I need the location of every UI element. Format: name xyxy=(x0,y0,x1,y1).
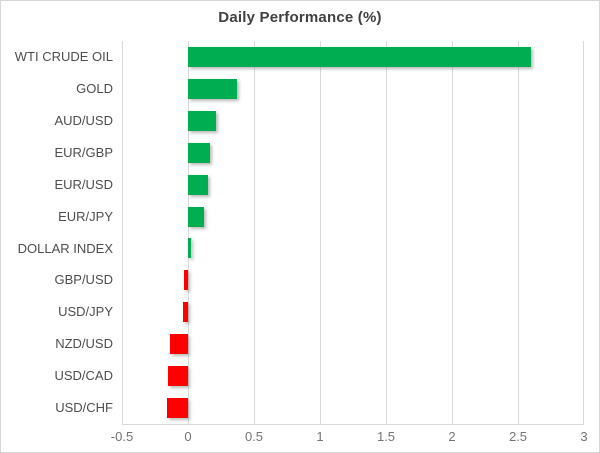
gridline-3 xyxy=(583,41,584,424)
chart-title: Daily Performance (%) xyxy=(218,9,382,26)
gridline-2 xyxy=(452,41,453,424)
bar-usd-cad xyxy=(168,366,188,387)
x-tick-2: 2 xyxy=(448,429,456,444)
plot-area xyxy=(122,41,584,425)
x-tick-3: 3 xyxy=(580,429,588,444)
category-label-wti-crude-oil: WTI CRUDE OIL xyxy=(14,49,113,64)
gridline-0-5 xyxy=(254,41,255,424)
x-tick-2-5: 2.5 xyxy=(508,429,528,444)
gridline-0 xyxy=(188,41,189,424)
category-label-dollar-index: DOLLAR INDEX xyxy=(17,240,113,256)
bar-aud-usd xyxy=(188,110,216,131)
x-tick--0-5: -0.5 xyxy=(110,429,134,444)
category-label-usd-jpy: USD/JPY xyxy=(58,304,113,320)
category-label-nzd-usd: NZD/USD xyxy=(55,336,113,352)
category-label-usd-chf: USD/CHF xyxy=(55,400,113,416)
bar-usd-chf xyxy=(166,398,188,419)
bar-wti-crude-oil xyxy=(188,46,532,67)
x-tick-1: 1 xyxy=(316,429,324,444)
category-label-gold: GOLD xyxy=(76,80,113,96)
gridline--0-5 xyxy=(122,41,123,424)
x-tick-0: 0 xyxy=(184,429,192,444)
bar-eur-jpy xyxy=(188,206,204,227)
x-axis-tick-labels: -0.5 0 0.5 1 1.5 2 2.5 3 xyxy=(111,429,588,447)
bar-eur-gbp xyxy=(188,142,211,163)
category-label-aud-usd: AUD/USD xyxy=(54,112,113,128)
bar-eur-usd xyxy=(188,174,208,195)
category-label-eur-gbp: EUR/GBP xyxy=(54,144,113,160)
category-label-usd-cad: USD/CAD xyxy=(54,368,113,384)
bar-nzd-usd xyxy=(169,334,188,355)
bar-dollar-index xyxy=(188,238,191,259)
gridline-2-5 xyxy=(518,41,519,424)
gridline-1-5 xyxy=(386,41,387,424)
category-label-gbp-usd: GBP/USD xyxy=(54,272,113,288)
category-label-eur-jpy: EUR/JPY xyxy=(58,208,113,224)
category-label-eur-usd: EUR/USD xyxy=(54,176,113,192)
category-axis-labels: WTI CRUDE OIL GOLD AUD/USD EUR/GBP EUR/USD EU… xyxy=(1,41,113,424)
x-tick-0-5: 0.5 xyxy=(244,429,264,444)
bar-gbp-usd xyxy=(184,270,188,291)
bars-layer xyxy=(122,41,584,424)
bar-gold xyxy=(188,78,237,99)
bar-usd-jpy xyxy=(182,302,188,323)
gridline-1 xyxy=(320,41,321,424)
x-tick-1-5: 1.5 xyxy=(376,429,396,444)
